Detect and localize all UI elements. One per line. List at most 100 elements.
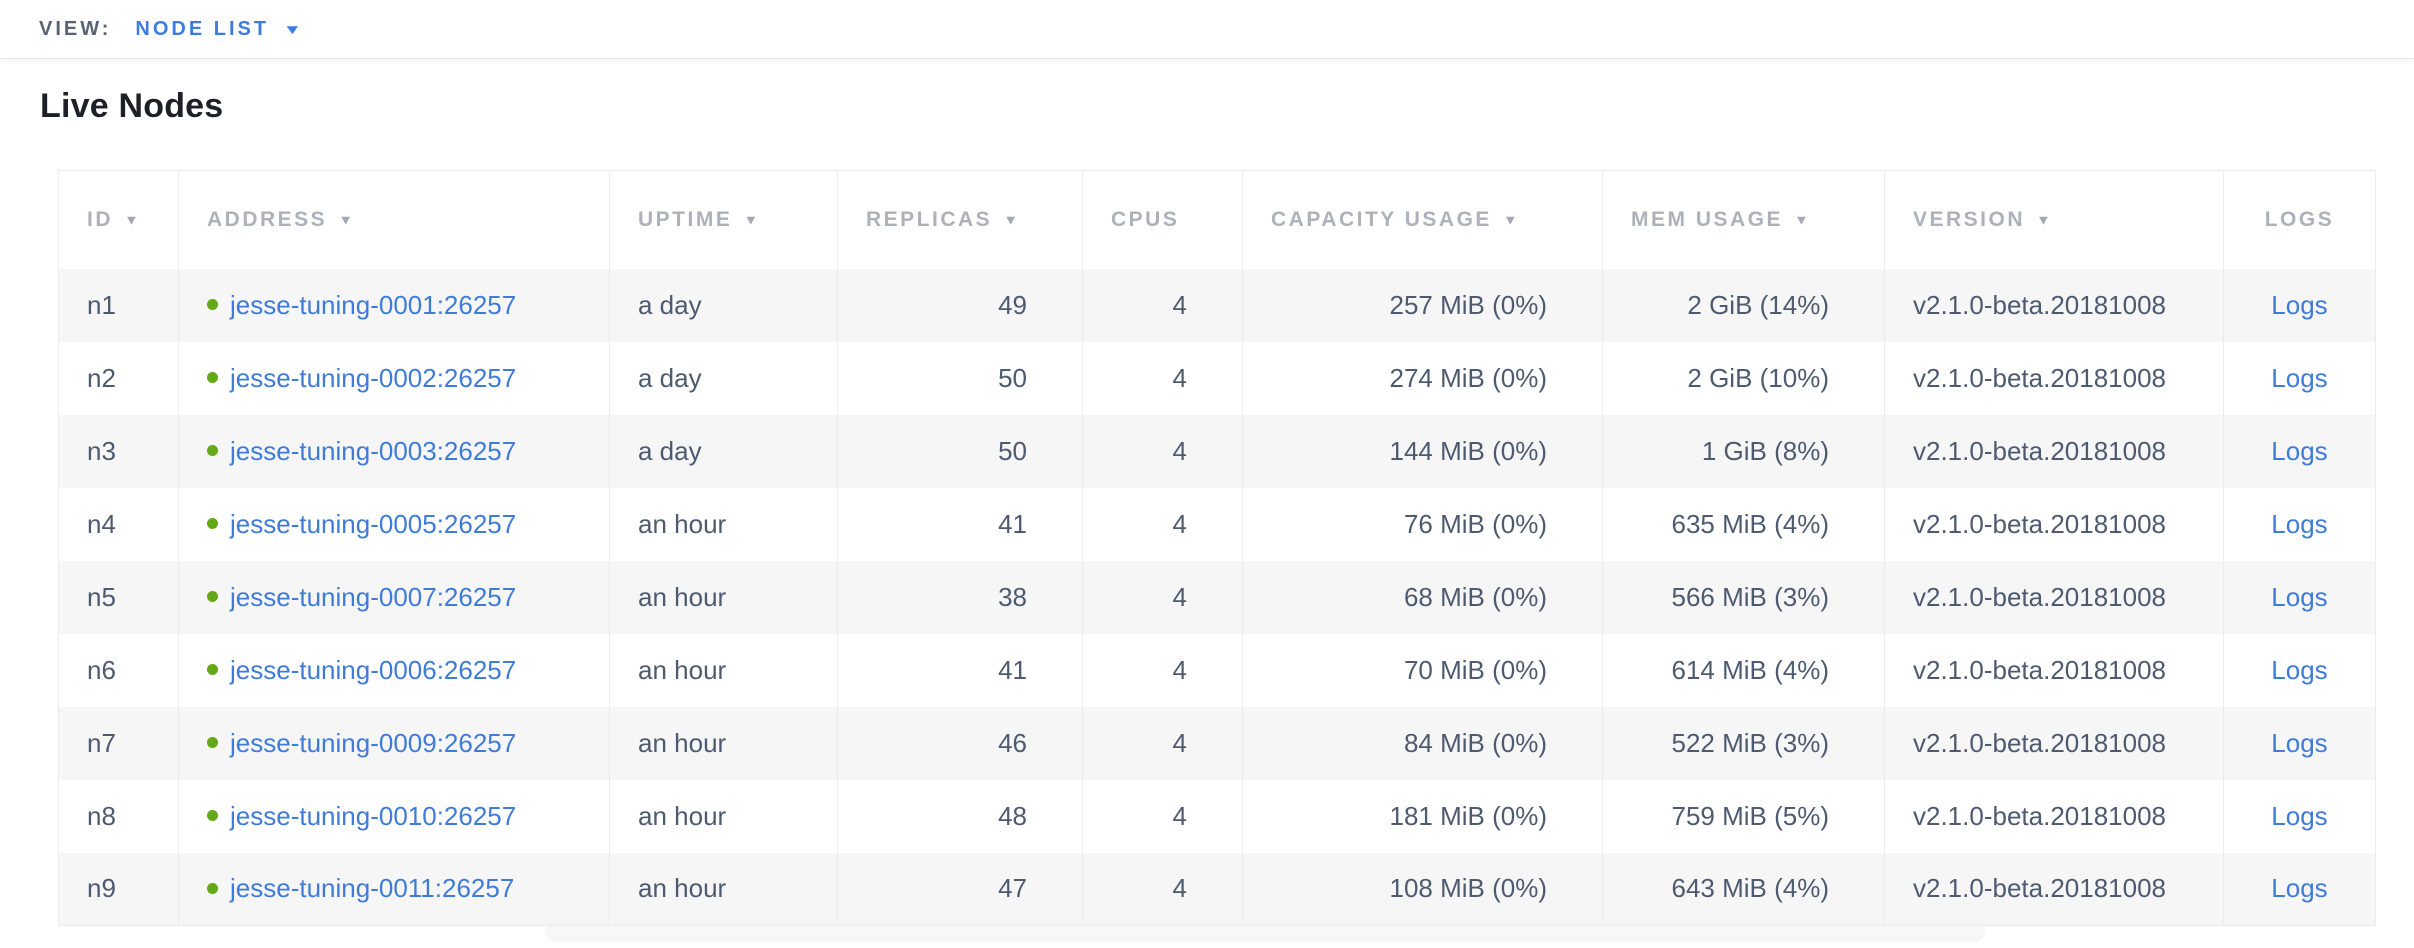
chevron-down-icon: ▼ xyxy=(282,21,303,37)
table-row: n7 jesse-tuning-0009:26257 an hour 46 4 … xyxy=(58,706,2376,780)
sort-desc-icon: ▼ xyxy=(1502,212,1521,228)
cell-address: jesse-tuning-0009:26257 xyxy=(178,706,610,780)
cell-node-id: n9 xyxy=(58,852,179,926)
view-selector-value: NODE LIST xyxy=(135,17,270,40)
table-row: n5 jesse-tuning-0007:26257 an hour 38 4 … xyxy=(58,560,2376,634)
cell-replicas: 50 xyxy=(837,341,1083,415)
logs-link[interactable]: Logs xyxy=(2271,873,2328,904)
cell-logs: Logs xyxy=(2223,268,2376,342)
address-link[interactable]: jesse-tuning-0006:26257 xyxy=(230,654,517,685)
cell-mem-usage: 759 MiB (5%) xyxy=(1602,779,1885,853)
cell-uptime: a day xyxy=(609,414,838,488)
cell-mem-usage: 643 MiB (4%) xyxy=(1602,852,1885,926)
table-row: n4 jesse-tuning-0005:26257 an hour 41 4 … xyxy=(58,487,2376,561)
cell-node-id: n6 xyxy=(58,633,179,707)
column-header-logs: LOGS xyxy=(2223,170,2376,269)
cell-cpus: 4 xyxy=(1082,487,1243,561)
table-row: n2 jesse-tuning-0002:26257 a day 50 4 27… xyxy=(58,341,2376,415)
cell-node-id: n2 xyxy=(58,341,179,415)
sort-desc-icon: ▼ xyxy=(124,212,142,228)
cell-node-id: n5 xyxy=(58,560,179,634)
cell-replicas: 47 xyxy=(837,852,1083,926)
column-header-replicas[interactable]: REPLICAS ▼ xyxy=(837,170,1083,269)
node-live-status-icon xyxy=(207,810,218,822)
table-row: n9 jesse-tuning-0011:26257 an hour 47 4 … xyxy=(58,852,2376,926)
address-link[interactable]: jesse-tuning-0002:26257 xyxy=(230,362,517,393)
cell-logs: Logs xyxy=(2223,560,2376,634)
address-link[interactable]: jesse-tuning-0007:26257 xyxy=(230,581,517,612)
cell-logs: Logs xyxy=(2223,852,2376,926)
cell-mem-usage: 2 GiB (14%) xyxy=(1602,268,1885,342)
live-nodes-table-container: ID ▼ ADDRESS ▼ UPTIME ▼ REPLICAS ▼ CPUS CAPA… xyxy=(58,170,2414,926)
view-label: VIEW: xyxy=(39,17,112,40)
node-live-status-icon xyxy=(207,591,218,603)
logs-link[interactable]: Logs xyxy=(2271,800,2328,831)
cell-cpus: 4 xyxy=(1082,633,1243,707)
cell-address: jesse-tuning-0010:26257 xyxy=(178,779,610,853)
node-live-status-icon xyxy=(207,737,218,749)
node-live-status-icon xyxy=(207,445,218,457)
logs-link[interactable]: Logs xyxy=(2271,435,2328,466)
cell-mem-usage: 614 MiB (4%) xyxy=(1602,633,1885,707)
cell-uptime: an hour xyxy=(609,706,838,780)
cell-capacity-usage: 76 MiB (0%) xyxy=(1242,487,1603,561)
cell-replicas: 46 xyxy=(837,706,1083,780)
sort-desc-icon: ▼ xyxy=(338,212,356,228)
cell-replicas: 41 xyxy=(837,633,1083,707)
cell-version: v2.1.0-beta.20181008 xyxy=(1884,487,2224,561)
logs-link[interactable]: Logs xyxy=(2271,289,2328,320)
logs-link[interactable]: Logs xyxy=(2271,362,2328,393)
table-row: n6 jesse-tuning-0006:26257 an hour 41 4 … xyxy=(58,633,2376,707)
cell-address: jesse-tuning-0011:26257 xyxy=(178,852,610,926)
cell-cpus: 4 xyxy=(1082,706,1243,780)
cell-address: jesse-tuning-0001:26257 xyxy=(178,268,610,342)
horizontal-scrollbar[interactable] xyxy=(545,922,1985,942)
logs-link[interactable]: Logs xyxy=(2271,581,2328,612)
column-header-uptime[interactable]: UPTIME ▼ xyxy=(609,170,838,269)
column-header-capacity-usage[interactable]: CAPACITY USAGE ▼ xyxy=(1242,170,1603,269)
sort-desc-icon: ▼ xyxy=(2036,212,2054,228)
column-header-id[interactable]: ID ▼ xyxy=(58,170,179,269)
cell-logs: Logs xyxy=(2223,706,2376,780)
cell-version: v2.1.0-beta.20181008 xyxy=(1884,341,2224,415)
cell-replicas: 49 xyxy=(837,268,1083,342)
table-row: n8 jesse-tuning-0010:26257 an hour 48 4 … xyxy=(58,779,2376,853)
logs-link[interactable]: Logs xyxy=(2271,508,2328,539)
cell-logs: Logs xyxy=(2223,341,2376,415)
cell-mem-usage: 522 MiB (3%) xyxy=(1602,706,1885,780)
cell-mem-usage: 1 GiB (8%) xyxy=(1602,414,1885,488)
cell-cpus: 4 xyxy=(1082,852,1243,926)
cell-version: v2.1.0-beta.20181008 xyxy=(1884,268,2224,342)
cell-cpus: 4 xyxy=(1082,414,1243,488)
logs-link[interactable]: Logs xyxy=(2271,654,2328,685)
column-header-version[interactable]: VERSION ▼ xyxy=(1884,170,2224,269)
cell-address: jesse-tuning-0002:26257 xyxy=(178,341,610,415)
cell-cpus: 4 xyxy=(1082,779,1243,853)
page-title: Live Nodes xyxy=(40,87,224,125)
address-link[interactable]: jesse-tuning-0009:26257 xyxy=(230,727,517,758)
node-live-status-icon xyxy=(207,299,218,311)
cell-node-id: n7 xyxy=(58,706,179,780)
cell-capacity-usage: 274 MiB (0%) xyxy=(1242,341,1603,415)
address-link[interactable]: jesse-tuning-0001:26257 xyxy=(230,289,517,320)
view-selector-dropdown[interactable]: NODE LIST ▼ xyxy=(135,17,303,41)
cell-uptime: an hour xyxy=(609,852,838,926)
cell-uptime: a day xyxy=(609,341,838,415)
cell-version: v2.1.0-beta.20181008 xyxy=(1884,633,2224,707)
cell-mem-usage: 2 GiB (10%) xyxy=(1602,341,1885,415)
cell-address: jesse-tuning-0006:26257 xyxy=(178,633,610,707)
sort-desc-icon: ▼ xyxy=(1003,212,1021,228)
column-header-mem-usage[interactable]: MEM USAGE ▼ xyxy=(1602,170,1885,269)
cell-uptime: an hour xyxy=(609,487,838,561)
cell-node-id: n1 xyxy=(58,268,179,342)
logs-link[interactable]: Logs xyxy=(2271,727,2328,758)
address-link[interactable]: jesse-tuning-0010:26257 xyxy=(230,800,517,831)
address-link[interactable]: jesse-tuning-0011:26257 xyxy=(230,873,515,904)
address-link[interactable]: jesse-tuning-0005:26257 xyxy=(230,508,517,539)
column-header-cpus: CPUS xyxy=(1082,170,1243,269)
cell-capacity-usage: 68 MiB (0%) xyxy=(1242,560,1603,634)
column-header-address[interactable]: ADDRESS ▼ xyxy=(178,170,610,269)
address-link[interactable]: jesse-tuning-0003:26257 xyxy=(230,435,517,466)
cell-version: v2.1.0-beta.20181008 xyxy=(1884,414,2224,488)
node-table-body: n1 jesse-tuning-0001:26257 a day 49 4 25… xyxy=(58,268,2376,926)
